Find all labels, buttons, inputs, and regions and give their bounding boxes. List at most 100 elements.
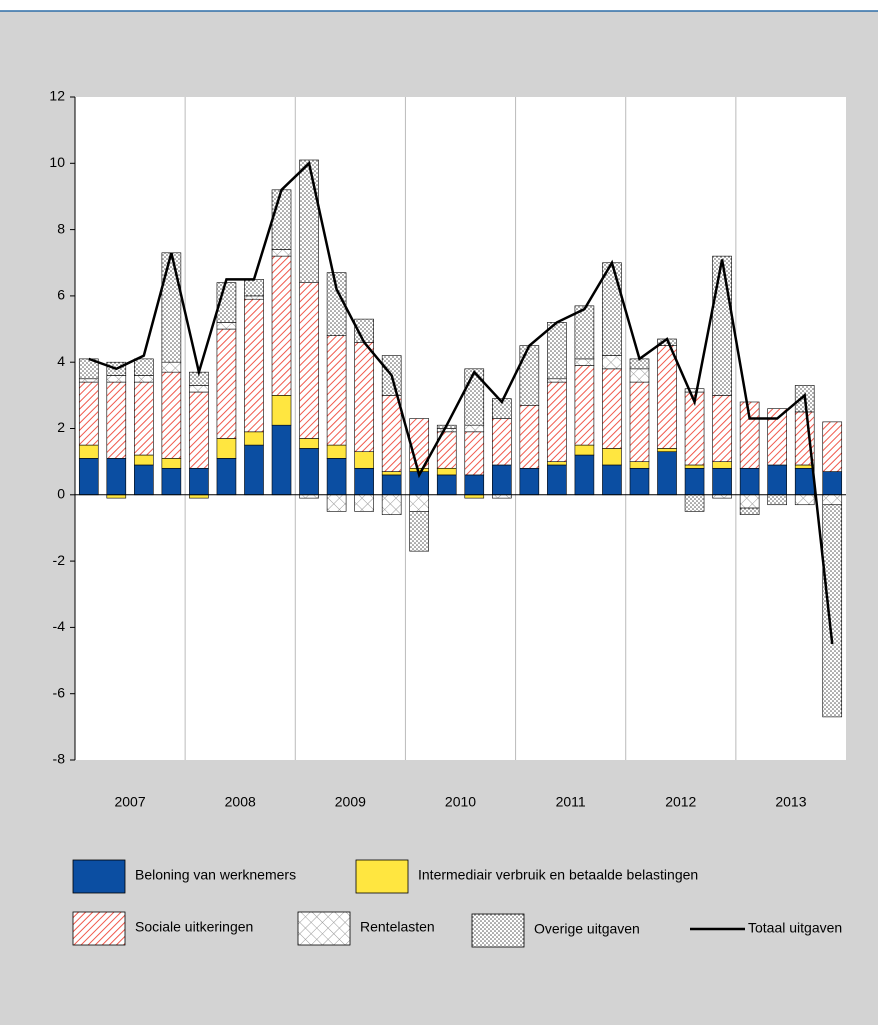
bar-segment [767,408,787,466]
bar-segment [739,467,760,496]
bar-segment [78,458,99,496]
bar-segment [684,494,705,512]
bar-segment [271,395,292,426]
x-group-label: 2010 [445,794,476,810]
bar-segment [822,471,843,496]
bar-segment [244,298,264,433]
bar-segment [739,494,760,509]
bar-segment [739,507,760,515]
x-group-label: 2011 [556,794,586,810]
x-group-label: 2012 [665,794,696,810]
bar-segment [299,159,319,283]
bar-segment [712,467,732,496]
bar-segment [602,368,622,449]
x-group-label: 2013 [775,794,806,810]
bar-segment [409,511,429,552]
bar-segment [629,467,650,496]
top-band [0,0,878,11]
y-tick-label: -6 [53,684,66,700]
bar-segment [271,249,292,257]
bar-segment [464,431,485,476]
bar-segment [492,398,512,419]
bar-segment [326,458,347,496]
bar-segment [381,395,402,472]
bar-segment [822,504,843,718]
bar-segment [657,451,677,496]
y-tick-label: 2 [57,419,65,435]
y-tick-label: -4 [53,618,66,634]
bar-segment [134,375,154,383]
bar-segment [629,381,650,462]
bar-segment [464,368,485,426]
bar-segment [299,448,319,496]
y-tick-label: 0 [57,486,65,502]
bar-segment [409,494,429,512]
bar-segment [354,494,374,512]
bar-segment [436,428,457,433]
bar-segment [134,454,154,466]
bar-segment [161,361,182,373]
bar-segment [161,371,182,459]
legend-label: Totaal uitgaven [748,920,842,936]
bar-segment [78,381,99,446]
bar-segment [326,335,347,446]
legend-swatch [471,913,525,948]
bar-segment [326,272,347,336]
bar-segment [684,467,705,496]
bar-segment [602,262,622,356]
bar-segment [547,464,567,496]
bar-segment [161,458,182,469]
bar-segment [492,418,512,466]
bar-segment [822,421,843,472]
bar-segment [244,295,264,300]
bar-segment [712,461,732,469]
bar-segment [464,424,485,433]
bar-segment [657,448,677,453]
bar-segment [299,438,319,449]
bar-segment [602,448,622,466]
bar-segment [436,467,457,476]
bar-segment [519,345,540,406]
bar-segment [657,345,677,449]
bar-segment [326,444,347,459]
bar-segment [794,467,815,496]
bar-segment [684,464,705,469]
bar-segment [574,454,595,496]
bar-segment [547,461,567,466]
bar-segment [161,467,182,496]
bar-segment [354,467,374,496]
bar-segment [189,467,209,496]
bar-segment [381,494,402,515]
bar-segment [106,458,127,496]
bar-segment [244,279,264,297]
bar-segment [189,391,209,469]
bar-segment [216,458,237,496]
bar-segment [216,438,237,459]
total-line [88,160,834,645]
bar-segment [767,494,787,506]
bar-segment [271,255,292,396]
bar-segment [574,365,595,446]
bar-segment [629,461,650,469]
bar-segment [519,467,540,496]
legend-label: Intermediair verbruik en betaalde belast… [418,867,698,883]
legend-label: Sociale uitkeringen [135,919,253,935]
y-tick-label: -2 [53,552,66,568]
y-tick-label: 10 [49,154,65,170]
bar-segment [602,464,622,496]
y-tick-label: 4 [57,353,65,369]
bar-segment [712,255,732,396]
x-group-label: 2009 [335,794,366,810]
legend-swatch [72,859,126,894]
x-group-label: 2008 [225,794,256,810]
bar-segment [381,471,402,476]
legend-swatch [72,911,126,946]
bar-segment [134,381,154,456]
bar-segment [767,464,787,496]
bar-segment [134,464,154,496]
y-tick-label: 8 [57,220,65,236]
bar-segment [629,368,650,383]
bar-segment [106,375,127,383]
bar-segment [271,424,292,496]
legend-label: Overige uitgaven [534,921,640,937]
